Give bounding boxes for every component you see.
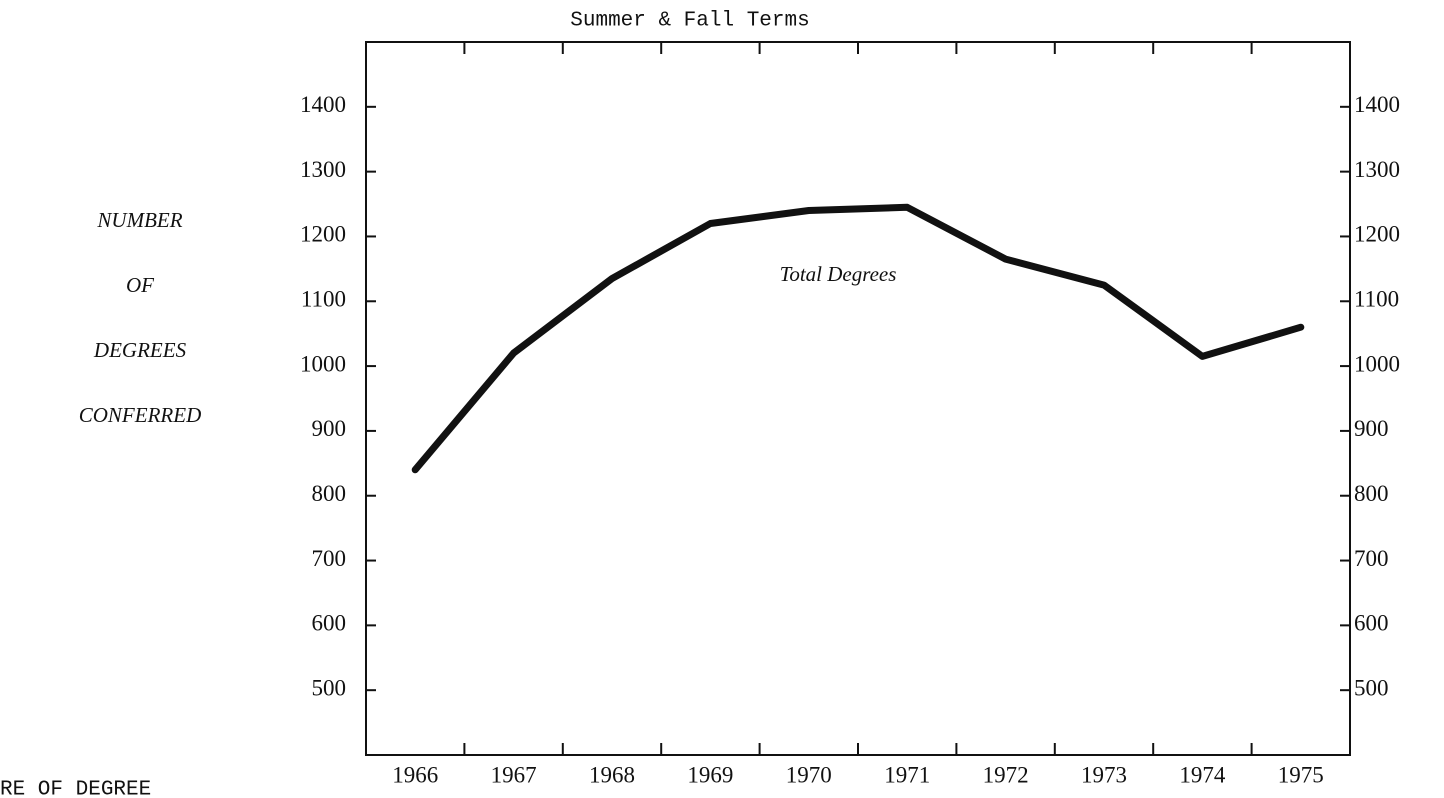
footer: RE OF DEGREE — [0, 779, 151, 798]
x-tick-label: 1969 — [687, 762, 733, 787]
y2-tick-label: 900 — [1354, 416, 1389, 441]
x-tick-label: 1970 — [786, 762, 832, 787]
y2-tick-label: 1200 — [1354, 222, 1400, 247]
y-axis-label: CONFERRED — [79, 403, 201, 427]
data-line — [411, 203, 1305, 474]
x-tick-label: 1971 — [884, 762, 930, 787]
y2-tick-label: 600 — [1354, 611, 1389, 636]
y2-tick-label: 800 — [1354, 481, 1389, 506]
x-tick-label: 1966 — [392, 762, 438, 787]
y2-tick-label: 700 — [1354, 546, 1389, 571]
y-tick-label: 900 — [312, 416, 347, 441]
x-tick-label: 1974 — [1179, 762, 1226, 787]
y-axis-label: OF — [126, 273, 154, 297]
y-tick-label: 500 — [312, 675, 347, 700]
y-tick-label: 700 — [312, 546, 347, 571]
y2-tick-label: 1000 — [1354, 351, 1400, 376]
y-axis-label: NUMBER — [96, 208, 182, 232]
x-tick-label: 1973 — [1081, 762, 1127, 787]
x-tick-label: 1975 — [1278, 762, 1324, 787]
y-tick-label: 600 — [312, 611, 347, 636]
y2-tick-label: 1100 — [1354, 287, 1399, 312]
y-tick-label: 1100 — [301, 287, 346, 312]
y-tick-label: 1300 — [300, 157, 346, 182]
y-axis-label: DEGREES — [93, 338, 187, 362]
plot-frame — [365, 41, 1351, 756]
annotation: Total Degrees — [780, 262, 897, 286]
y2-tick-label: 500 — [1354, 675, 1389, 700]
y-tick-label: 1400 — [300, 92, 346, 117]
y-tick-label: 1000 — [300, 351, 346, 376]
y-tick-label: 800 — [312, 481, 347, 506]
chart-title: Summer & Fall Terms — [570, 10, 809, 33]
y2-tick-label: 1300 — [1354, 157, 1400, 182]
x-tick-label: 1967 — [491, 762, 537, 787]
y2-tick-label: 1400 — [1354, 92, 1400, 117]
x-tick-label: 1972 — [983, 762, 1029, 787]
x-tick-label: 1968 — [589, 762, 635, 787]
y-tick-label: 1200 — [300, 222, 346, 247]
